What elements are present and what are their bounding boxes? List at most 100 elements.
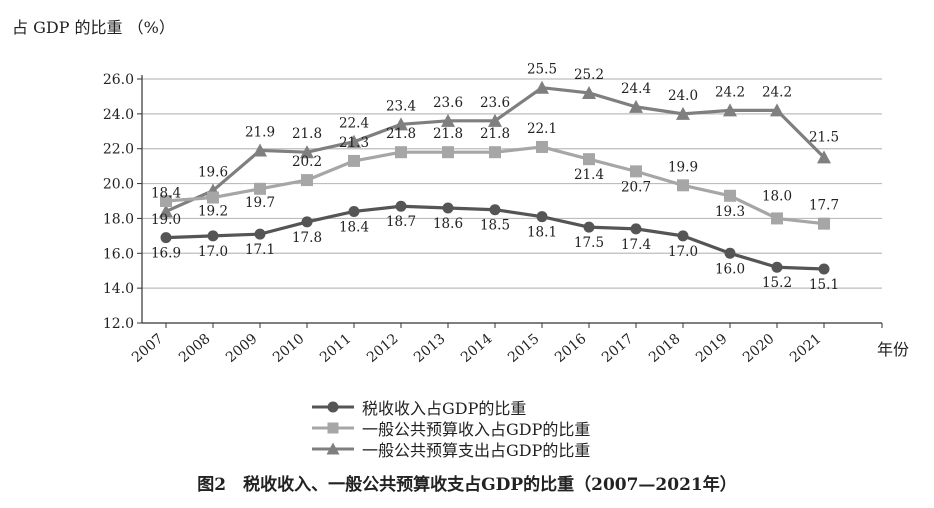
data-point-circle [395,200,407,212]
legend-label-tax-revenue: 税收收入占GDP的比重 [362,399,527,418]
data-point-square [818,217,830,230]
data-point-square [583,153,595,166]
data-label: 17.0 [198,244,228,260]
data-label: 19.3 [715,204,745,220]
data-label: 17.1 [245,242,275,258]
data-point-triangle [582,85,596,99]
data-point-square [207,191,219,204]
legend-item-tax-revenue: 税收收入占GDP的比重 [310,397,527,418]
data-label: 25.2 [574,67,604,83]
data-point-square [536,140,548,153]
data-label: 18.4 [339,219,369,235]
data-label: 21.8 [480,126,510,142]
data-point-circle [771,261,783,273]
data-label: 21.8 [433,126,463,142]
data-point-circle [301,216,313,228]
data-label: 19.9 [668,159,698,175]
y-tick-label: 24.0 [103,107,134,123]
data-label: 24.4 [621,81,651,97]
legend-triangle-marker-icon [312,442,354,455]
data-label: 19.6 [198,165,228,181]
data-point-circle [160,232,172,244]
data-point-triangle [488,113,502,127]
data-label: 24.0 [668,88,698,104]
legend-item-budget-revenue: 一般公共预算收入占GDP的比重 [310,418,591,439]
y-tick-label: 22.0 [103,142,134,158]
data-label: 25.5 [527,62,557,78]
data-point-square [771,212,783,225]
data-label: 18.1 [527,225,557,241]
y-tick-label: 18.0 [103,211,134,227]
data-label: 19.7 [245,195,275,211]
data-point-circle [207,230,219,242]
data-label: 23.4 [386,98,416,114]
legend-label-budget-expenditure: 一般公共预算支出占GDP的比重 [362,441,591,460]
y-tick-label: 16.0 [103,246,134,262]
legend-item-budget-expenditure: 一般公共预算支出占GDP的比重 [310,439,591,460]
data-point-square [724,189,736,202]
data-label: 19.2 [198,204,228,220]
data-point-circle [489,204,501,216]
data-point-triangle [676,106,690,120]
line-chart: 12.0 14.0 16.0 18.0 20.0 22.0 24.0 26.0 2007 2008… [103,62,909,366]
data-label: 16.9 [151,246,181,262]
x-tick-label: 2015 [505,331,543,366]
y-tick-label: 14.0 [103,281,134,297]
data-label: 17.8 [292,230,322,246]
data-label: 21.8 [386,126,416,142]
data-label: 18.6 [433,216,463,232]
data-point-triangle [347,134,361,148]
x-tick-label: 2013 [411,331,449,366]
data-label: 20.7 [621,179,651,195]
x-tick-label: 2014 [458,331,496,366]
data-label: 22.4 [339,116,369,132]
data-point-circle [348,205,360,217]
data-point-circle [536,211,548,223]
y-tick-label: 26.0 [103,72,134,88]
data-label: 18.5 [480,218,510,234]
data-label: 18.4 [151,185,181,201]
data-label: 24.2 [762,84,792,100]
y-tick-label: 12.0 [103,316,134,332]
data-label: 21.3 [339,135,369,151]
data-point-triangle [441,113,455,127]
data-point-square [395,146,407,159]
data-point-triangle [300,145,314,159]
x-tick-label: 2017 [599,331,637,366]
data-label: 21.4 [574,167,604,183]
data-point-square [489,146,501,159]
data-point-square [442,146,454,159]
x-tick-label: 2007 [129,331,167,366]
data-point-square [301,174,313,187]
data-point-triangle [159,204,173,218]
data-point-triangle [770,103,784,117]
data-label: 22.1 [527,121,557,137]
y-axis-unit-label: 占 GDP 的比重 （%） [12,18,175,37]
data-label: 23.6 [433,95,463,111]
x-tick-label: 2018 [646,331,684,366]
x-tick-label: 2016 [552,331,590,366]
x-tick-label: 2009 [223,331,261,366]
x-tick-label: 2021 [787,331,825,366]
x-axis-label: 年份 [877,340,909,359]
data-point-circle [818,263,830,275]
data-point-triangle [253,143,267,157]
data-label: 16.0 [715,261,745,277]
x-tick-label: 2020 [740,331,778,366]
data-point-square [630,165,642,178]
data-point-square [160,195,172,207]
data-label: 24.2 [715,84,745,100]
data-point-triangle [817,150,831,164]
legend-label-budget-revenue: 一般公共预算收入占GDP的比重 [362,420,591,439]
y-tick-label: 20.0 [103,177,134,193]
legend-square-marker-icon [312,422,354,434]
data-point-triangle [629,99,643,113]
data-label: 18.7 [386,214,416,230]
data-label: 21.9 [245,124,275,140]
data-point-circle [677,230,689,242]
x-tick-label: 2010 [270,331,308,366]
data-point-square [348,154,360,167]
data-label: 17.4 [621,237,651,253]
data-point-circle [583,221,595,233]
data-label: 17.0 [668,244,698,260]
